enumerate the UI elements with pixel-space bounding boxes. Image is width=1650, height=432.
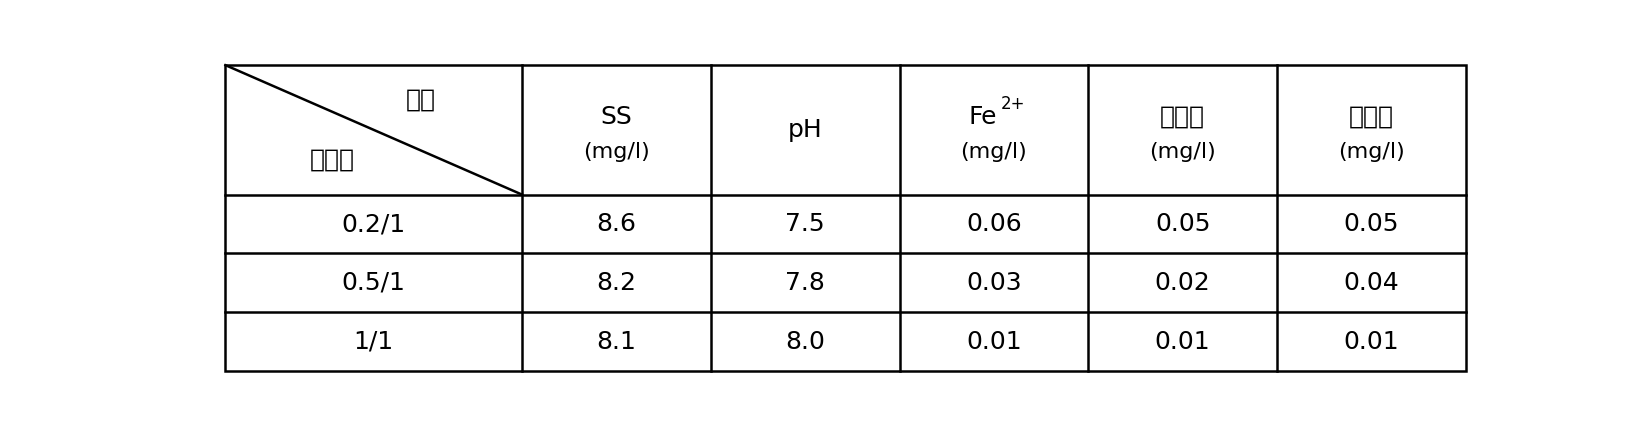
- Text: (mg/l): (mg/l): [1338, 142, 1404, 162]
- Text: pH: pH: [787, 118, 823, 142]
- Text: 7.8: 7.8: [785, 271, 825, 295]
- Text: 0.01: 0.01: [967, 330, 1021, 354]
- Text: 8.1: 8.1: [597, 330, 637, 354]
- Text: 挥发酚: 挥发酚: [1350, 105, 1394, 129]
- Text: 0.01: 0.01: [1155, 330, 1211, 354]
- Text: 水质: 水质: [406, 88, 436, 112]
- Text: (mg/l): (mg/l): [582, 142, 650, 162]
- Text: 0.03: 0.03: [967, 271, 1021, 295]
- Text: Fe: Fe: [969, 105, 997, 129]
- Text: 0.01: 0.01: [1343, 330, 1399, 354]
- Text: (mg/l): (mg/l): [1150, 142, 1216, 162]
- Text: 0.02: 0.02: [1155, 271, 1211, 295]
- Text: 8.2: 8.2: [596, 271, 637, 295]
- Text: 7.5: 7.5: [785, 212, 825, 236]
- Text: SS: SS: [601, 105, 632, 129]
- Text: 0.2/1: 0.2/1: [342, 212, 406, 236]
- Text: 0.06: 0.06: [965, 212, 1021, 236]
- Text: 0.04: 0.04: [1343, 271, 1399, 295]
- Text: 气水比: 气水比: [310, 148, 355, 172]
- Text: 2+: 2+: [1000, 95, 1025, 113]
- Text: 硫化物: 硫化物: [1160, 105, 1204, 129]
- Text: 8.0: 8.0: [785, 330, 825, 354]
- Text: 1/1: 1/1: [353, 330, 394, 354]
- Text: 0.05: 0.05: [1343, 212, 1399, 236]
- Text: 0.05: 0.05: [1155, 212, 1211, 236]
- Text: 0.5/1: 0.5/1: [342, 271, 406, 295]
- Text: (mg/l): (mg/l): [960, 142, 1028, 162]
- Text: 8.6: 8.6: [596, 212, 637, 236]
